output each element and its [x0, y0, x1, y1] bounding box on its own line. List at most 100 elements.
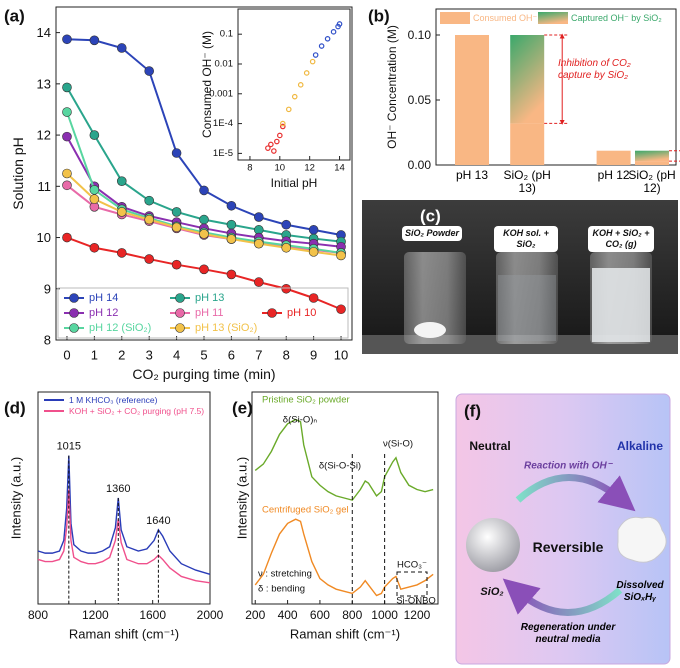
y-tick-label: 0.001 — [209, 88, 233, 99]
x-tick-label: 600 — [310, 608, 330, 622]
data-point — [144, 254, 154, 264]
x-tick-label: 5 — [200, 348, 207, 363]
series-line — [254, 418, 434, 501]
x-tick-label: SiO₂ (pH 13) — [503, 168, 551, 195]
legend-symbol — [175, 293, 185, 303]
legend-label: pH 13 — [195, 292, 224, 304]
x-tick-label: 2000 — [197, 608, 224, 622]
annotation: Inhibition of CO₂ capture by SiO₂ — [558, 58, 631, 81]
data-point — [116, 176, 127, 186]
data-point — [254, 238, 264, 249]
x-tick-label: 10 — [275, 163, 286, 174]
x-tick-label: 0 — [63, 348, 70, 363]
diagram-label: Reaction with OH⁻ — [524, 461, 614, 472]
x-tick-label: 1 — [91, 348, 98, 363]
data-point — [336, 21, 343, 27]
bar-segment — [510, 35, 545, 124]
data-point — [199, 264, 209, 275]
plot-frame — [435, 8, 677, 166]
series-line — [37, 489, 211, 584]
data-point — [171, 222, 182, 233]
y-tick-label: 1E-5 — [213, 148, 233, 159]
y-tick-label: 8 — [44, 333, 51, 348]
vial-label: KOH sol. + SiO₂ — [494, 226, 558, 252]
x-tick-label: 200 — [245, 608, 265, 622]
data-point — [89, 185, 100, 195]
y-tick-label: 14 — [37, 25, 51, 40]
x-tick-label: 1200 — [404, 608, 431, 622]
data-point — [171, 207, 182, 217]
x-tick-label: 9 — [310, 348, 317, 363]
panel-label: (f) — [464, 402, 481, 421]
y-axis-title: Solution pH — [10, 137, 26, 209]
data-point — [308, 225, 319, 235]
data-point — [336, 250, 346, 261]
annotation: δ : bending — [258, 584, 305, 595]
bar-segment — [596, 150, 631, 165]
peak-label: 1360 — [106, 483, 130, 495]
vial-label: SiO₂ Powder — [402, 226, 462, 241]
data-point — [281, 283, 292, 294]
annotation: HCO₃⁻ — [397, 560, 427, 571]
series-line — [37, 455, 211, 575]
diagram: (f) Neutral Alkaline Reaction with OH⁻ R… — [455, 393, 671, 665]
bar-segment — [510, 123, 545, 165]
panel-label: (e) — [232, 399, 253, 418]
diagram-label: Reversible — [533, 539, 604, 555]
panel-label: (a) — [4, 7, 25, 26]
data-point — [254, 212, 264, 222]
data-point — [62, 131, 72, 142]
bar-segment — [455, 35, 489, 165]
data-point — [318, 43, 325, 49]
bar-segment — [635, 161, 669, 165]
series-line — [254, 518, 434, 597]
x-tick-label: 1600 — [139, 608, 166, 622]
diagram-label: Regeneration under neutral media — [520, 622, 616, 645]
data-point — [324, 36, 331, 42]
legend-box — [57, 287, 349, 339]
data-point — [291, 93, 298, 100]
data-point — [254, 277, 264, 287]
peak-label: 1015 — [57, 441, 81, 453]
panel-label: (b) — [368, 7, 390, 26]
data-point — [277, 132, 283, 139]
x-tick-label: pH 13 — [455, 168, 489, 182]
legend-symbol — [538, 12, 568, 24]
x-tick-label: 12 — [304, 163, 315, 174]
data-point — [62, 107, 72, 117]
data-point — [144, 66, 154, 76]
plot-frame — [251, 391, 439, 605]
x-tick-label: 10 — [334, 348, 348, 363]
data-point — [226, 234, 237, 244]
data-point — [116, 43, 127, 53]
data-point — [89, 194, 100, 204]
diagram-label: Alkaline — [617, 439, 663, 453]
data-point — [62, 232, 72, 243]
bar-segment — [635, 150, 669, 162]
x-axis-title: Raman shift (cm⁻¹) — [290, 627, 400, 642]
legend-symbol — [440, 12, 470, 24]
data-point — [279, 123, 286, 130]
data-point — [144, 195, 154, 206]
data-point — [199, 229, 209, 239]
data-point — [303, 70, 310, 76]
data-point — [116, 248, 127, 258]
x-tick-label: 1000 — [371, 608, 398, 622]
y-axis-title: OH⁻ Concentration (M) — [385, 25, 399, 149]
data-point — [308, 293, 319, 303]
data-point — [62, 34, 72, 45]
data-point — [274, 138, 280, 145]
y-tick-label: 0.10 — [408, 28, 432, 42]
annotation: ν(Si-O) — [383, 439, 413, 450]
legend-label: pH 11 — [195, 307, 224, 319]
data-point — [226, 219, 237, 230]
data-point — [265, 145, 271, 151]
x-tick-label: 1200 — [82, 608, 109, 622]
x-tick-label: 800 — [342, 608, 362, 622]
x-tick-label: 8 — [283, 348, 290, 363]
y-axis-title: Consumed OH⁻ (M) — [200, 31, 214, 138]
data-point — [281, 219, 292, 230]
y-tick-label: 0.05 — [408, 93, 432, 107]
x-tick-label: 14 — [334, 163, 345, 174]
